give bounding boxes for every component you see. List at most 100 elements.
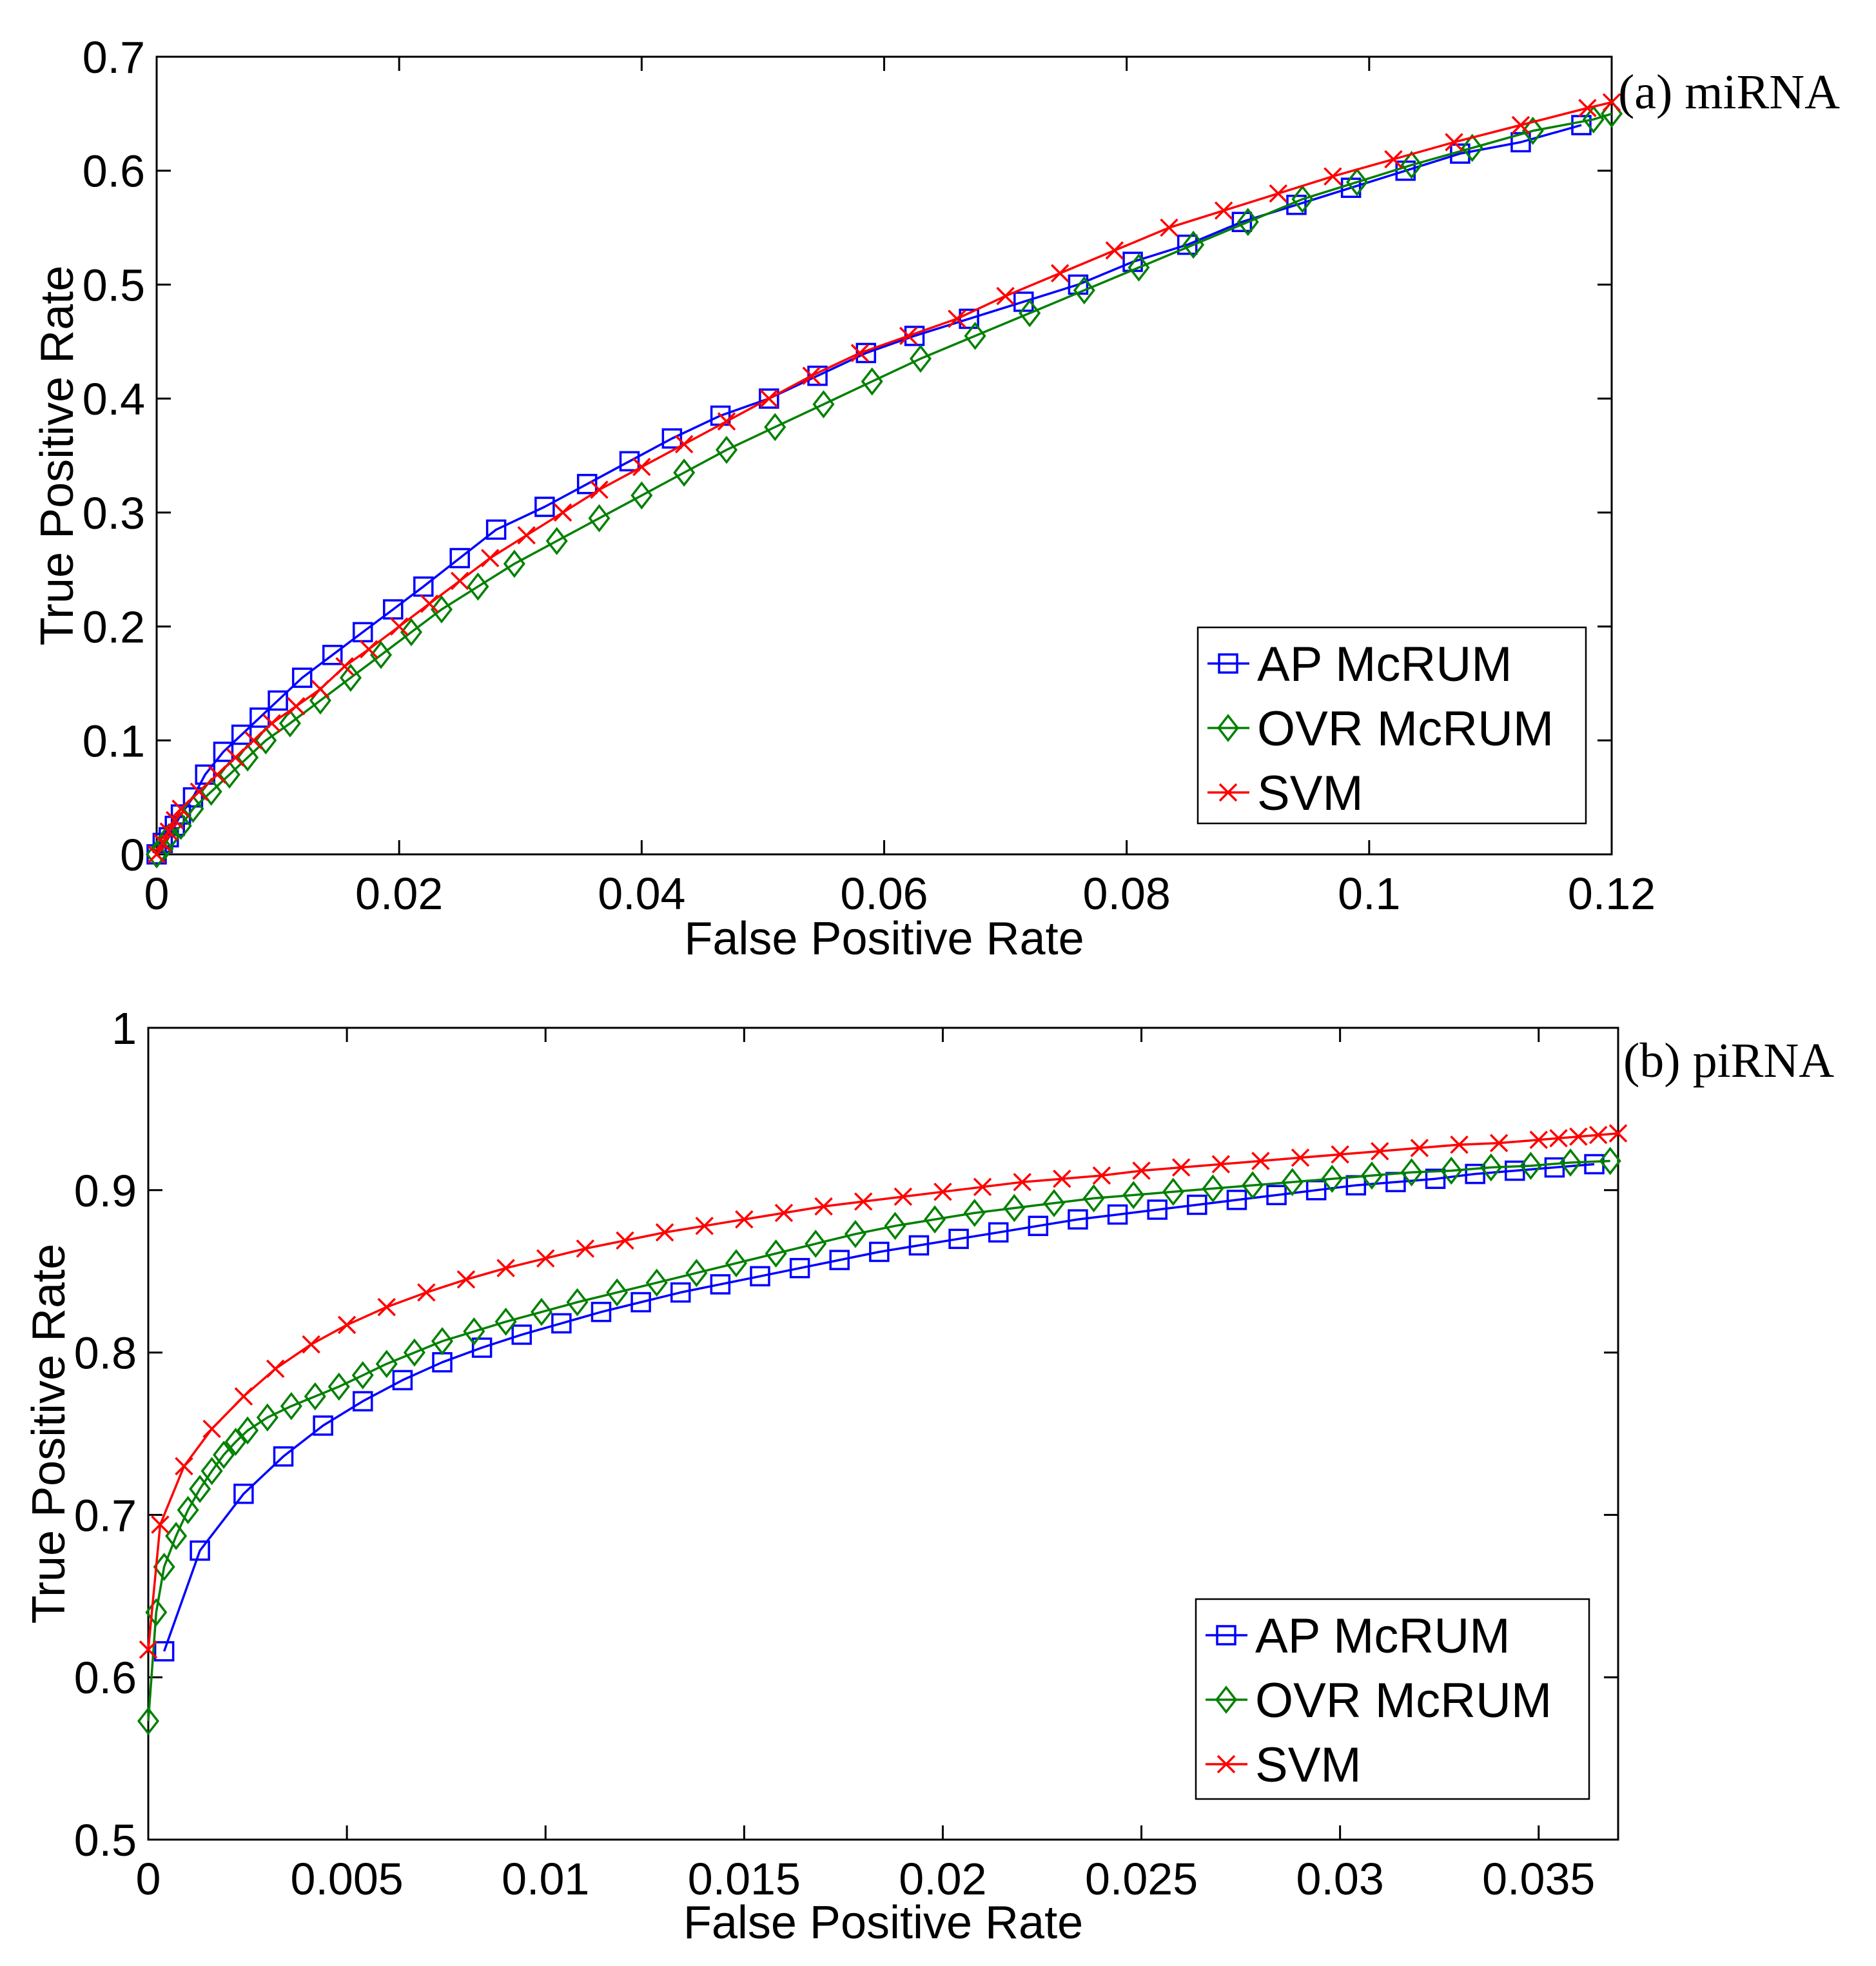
data-point	[1182, 230, 1205, 259]
data-point	[431, 1327, 454, 1355]
data-point	[153, 1641, 175, 1662]
x-tick-label: 0.08	[1083, 869, 1171, 919]
data-point	[759, 389, 779, 408]
legend-marker	[1216, 1755, 1236, 1774]
data-point	[710, 1274, 731, 1295]
data-point	[899, 326, 918, 346]
data-point	[463, 1317, 485, 1346]
data-point	[789, 1257, 810, 1279]
legend-box	[1197, 626, 1587, 825]
data-point	[590, 480, 609, 499]
data-point	[1236, 208, 1259, 237]
data-point	[147, 845, 166, 864]
data-point	[449, 547, 470, 569]
data-point	[959, 308, 979, 329]
data-point	[213, 742, 234, 762]
data-point	[551, 1313, 572, 1334]
data-point	[964, 322, 986, 350]
data-point	[337, 1315, 357, 1335]
data-point	[1042, 1189, 1066, 1217]
data-point	[670, 1282, 691, 1303]
data-point	[266, 1359, 285, 1379]
y-tick-label: 0.1	[83, 716, 145, 766]
data-point	[534, 496, 555, 517]
data-point	[1132, 1161, 1151, 1180]
x-tick-label: 0.02	[355, 869, 443, 919]
data-point	[517, 526, 536, 545]
data-point	[812, 390, 835, 418]
x-axis-label: False Positive Rate	[684, 913, 1084, 965]
data-point	[759, 388, 779, 409]
data-point	[764, 413, 787, 442]
data-point	[226, 748, 245, 767]
legend-marker	[1216, 714, 1240, 742]
data-point	[503, 549, 525, 578]
x-tick-label: 0.015	[688, 1854, 801, 1904]
data-point	[715, 435, 738, 464]
data-point	[948, 1228, 969, 1250]
legend-label-svm: SVM	[1255, 1738, 1362, 1793]
data-point	[1266, 1185, 1287, 1206]
data-point	[1511, 115, 1530, 135]
data-point	[485, 519, 507, 540]
legend-label-svm: SVM	[1257, 766, 1363, 821]
x-tick-label: 0.12	[1568, 869, 1656, 919]
data-point	[588, 504, 611, 533]
data-point	[496, 1259, 515, 1277]
data-point	[200, 1457, 223, 1486]
data-point	[531, 1297, 553, 1326]
data-point	[1107, 1204, 1128, 1225]
data-point	[774, 1203, 794, 1223]
data-point	[1128, 253, 1150, 282]
x-tick-label: 0.025	[1085, 1854, 1198, 1904]
data-point	[924, 1205, 946, 1234]
data-point	[420, 594, 439, 613]
data-point	[850, 344, 870, 362]
series-svm	[147, 93, 1621, 864]
data-point	[450, 571, 469, 591]
data-point	[1291, 185, 1314, 213]
data-point	[1440, 1156, 1463, 1185]
ticks-group	[155, 55, 1613, 856]
data-point	[304, 1382, 326, 1411]
data-point	[619, 451, 640, 472]
data-point	[359, 640, 378, 659]
legend-box	[1195, 1598, 1590, 1800]
legend-label-ap-mcrum: AP McRUM	[1257, 637, 1512, 692]
data-point	[1242, 1171, 1264, 1200]
data-point	[1588, 1125, 1608, 1145]
data-point	[1281, 1168, 1304, 1197]
data-point	[735, 1210, 754, 1229]
data-point	[606, 1278, 629, 1307]
data-point	[430, 595, 453, 624]
data-point	[685, 1259, 708, 1288]
data-point	[467, 572, 489, 601]
data-point	[327, 1372, 350, 1401]
x-tick-label: 0.03	[1296, 1854, 1384, 1904]
y-tick-label: 0.9	[74, 1166, 137, 1216]
data-point	[480, 549, 500, 567]
x-tick-label: 0.06	[840, 869, 928, 919]
y-tick-label: 0.2	[83, 602, 145, 653]
data-point	[256, 1403, 278, 1432]
x-tick-label: 0.04	[598, 869, 685, 919]
data-point	[313, 1415, 333, 1436]
data-point	[287, 697, 306, 716]
data-point	[494, 1307, 517, 1336]
data-point	[1211, 1155, 1231, 1174]
data-point	[1360, 1161, 1383, 1190]
data-point	[814, 1197, 833, 1216]
data-point	[673, 458, 696, 487]
y-tick-label: 0.6	[83, 146, 145, 197]
data-point	[145, 840, 168, 869]
data-point	[765, 1239, 787, 1268]
data-point	[1013, 1172, 1031, 1192]
data-point	[1400, 1158, 1423, 1186]
series-group	[145, 93, 1623, 869]
data-point	[1608, 1124, 1628, 1143]
data-point	[576, 473, 598, 495]
data-point	[1559, 1148, 1582, 1177]
data-point	[908, 1235, 930, 1256]
